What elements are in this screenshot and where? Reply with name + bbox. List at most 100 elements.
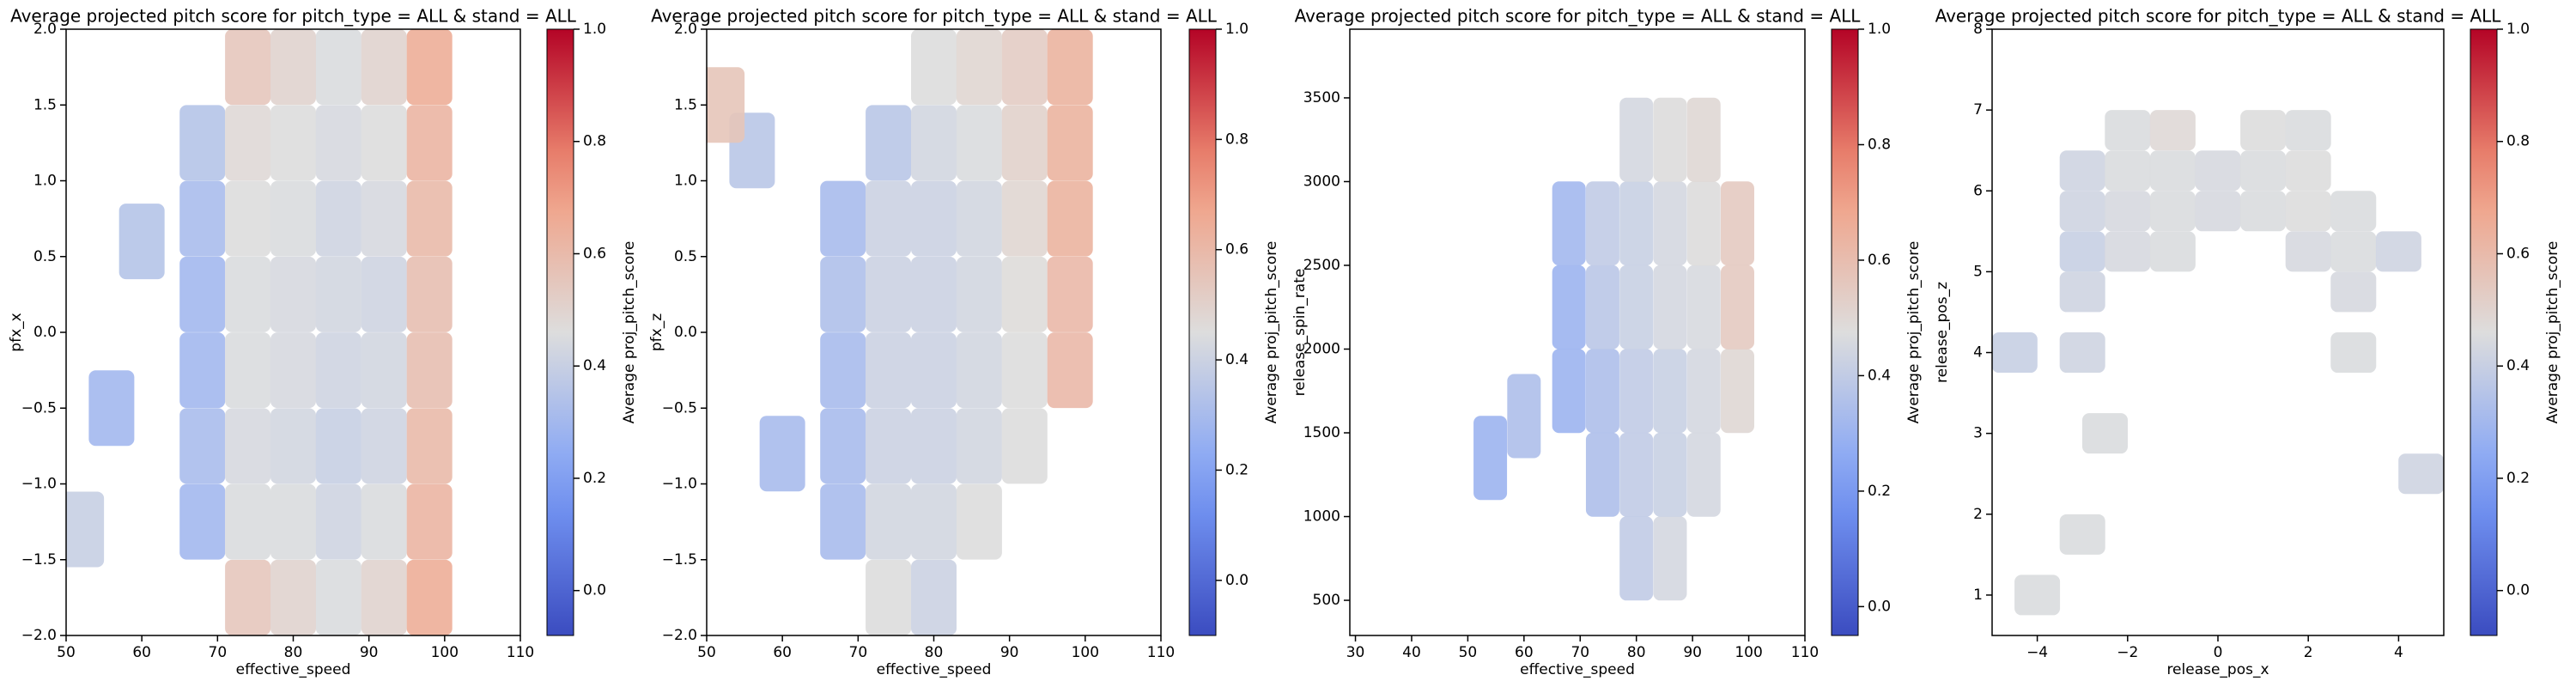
- hex-cell: [179, 256, 226, 332]
- hex-cell: [2105, 110, 2151, 151]
- x-axis-label: effective_speed: [1520, 661, 1635, 678]
- hex-cell: [2330, 332, 2377, 374]
- hex-cell: [179, 332, 226, 409]
- hex-cell: [2285, 110, 2331, 151]
- hex-cell: [2149, 150, 2196, 192]
- y-tick-label: 1.0: [33, 173, 57, 190]
- colorbar-tick-label: 0.2: [583, 470, 606, 487]
- y-tick-label: 3: [1973, 425, 1983, 442]
- hex-cell: [1686, 432, 1721, 517]
- hex-cell: [820, 332, 866, 409]
- y-axis-label: pfx_z: [648, 313, 665, 351]
- hex-cell: [315, 105, 361, 181]
- y-axis-label: release_spin_rate: [1291, 269, 1309, 397]
- hex-cell: [1992, 332, 2038, 374]
- hex-cell: [1720, 349, 1754, 434]
- y-tick-label: −2.0: [21, 627, 57, 644]
- hex-cell: [225, 180, 271, 257]
- hex-cell: [866, 332, 912, 409]
- y-tick-label: −2.0: [662, 627, 697, 644]
- hex-cell: [2059, 332, 2105, 374]
- hex-cell: [911, 180, 957, 257]
- hex-cell: [1720, 264, 1754, 350]
- x-tick-label: 100: [431, 644, 459, 661]
- hex-cell: [759, 416, 805, 492]
- hex-cell: [866, 180, 912, 257]
- hex-cell: [1619, 264, 1654, 350]
- colorbar-tick-label: 1.0: [1868, 21, 1891, 38]
- axes-frame: [1349, 28, 1806, 636]
- y-tick-label: 2: [1973, 506, 1983, 523]
- hex-cell: [225, 29, 271, 106]
- x-tick-label: 60: [132, 644, 151, 661]
- colorbar-tick-label: 0.8: [1868, 136, 1891, 153]
- hex-cell: [1047, 332, 1093, 409]
- hex-cell: [1047, 105, 1093, 181]
- hex-cell: [2285, 150, 2331, 192]
- hex-cell: [406, 408, 453, 484]
- hex-cell: [361, 180, 407, 257]
- colorbar-label: Average proj_pitch_score: [621, 241, 638, 424]
- colorbar-tick-label: 0.4: [1225, 351, 1249, 368]
- hex-cell: [1585, 432, 1619, 517]
- colorbar-tick-label: 0.2: [2506, 470, 2530, 487]
- hex-cell: [2375, 231, 2421, 272]
- hex-cell: [406, 256, 453, 332]
- hex-cell: [270, 105, 316, 181]
- hex-cell: [2105, 191, 2151, 232]
- colorbar: [1831, 28, 1859, 636]
- hex-cell: [225, 105, 271, 181]
- y-tick-label: 3500: [1303, 89, 1340, 106]
- y-tick-label: −0.5: [21, 399, 57, 416]
- hex-cell: [179, 105, 226, 181]
- hex-cell: [361, 256, 407, 332]
- hex-cell: [179, 408, 226, 484]
- colorbar-label: Average proj_pitch_score: [1905, 241, 1923, 424]
- hex-cell: [1585, 349, 1619, 434]
- hex-cell: [911, 559, 957, 635]
- y-tick-label: 2500: [1303, 257, 1340, 274]
- hex-cell: [1720, 181, 1754, 266]
- y-tick-label: 2000: [1303, 341, 1340, 358]
- hex-cell: [1653, 97, 1687, 182]
- y-tick-label: 1: [1973, 587, 1983, 604]
- hex-cell: [2014, 575, 2061, 616]
- x-tick-label: 30: [1346, 644, 1365, 661]
- hex-cell: [911, 29, 957, 106]
- colorbar-tick-label: 0.8: [583, 133, 606, 150]
- plot-area: [66, 29, 453, 635]
- hex-cell: [88, 370, 135, 447]
- hex-cell: [1619, 516, 1654, 601]
- x-tick-label: 70: [849, 644, 868, 661]
- y-tick-label: 0.5: [33, 248, 57, 265]
- hex-cell: [2330, 231, 2377, 272]
- hex-cell: [406, 483, 453, 560]
- hex-cell: [866, 105, 912, 181]
- hex-cell: [270, 408, 316, 484]
- hex-cell: [1686, 181, 1721, 266]
- hex-cell: [956, 180, 1002, 257]
- plot-area: [1992, 110, 2444, 616]
- hex-cell: [2285, 231, 2331, 272]
- colorbar-label: Average proj_pitch_score: [2544, 241, 2561, 424]
- x-tick-label: 4: [2394, 644, 2403, 661]
- hex-cell: [1001, 332, 1048, 409]
- x-tick-label: 50: [1459, 644, 1478, 661]
- hex-cell: [406, 105, 453, 181]
- hex-cell: [1001, 105, 1048, 181]
- hex-cell: [2330, 271, 2377, 313]
- hex-cell: [225, 483, 271, 560]
- hex-cell: [820, 180, 866, 257]
- colorbar-tick-label: 0.0: [1868, 598, 1891, 615]
- y-axis-label: release_pos_z: [1934, 282, 1951, 383]
- y-tick-label: 2.0: [674, 21, 697, 38]
- hex-cell: [911, 256, 957, 332]
- hex-cell: [2195, 191, 2241, 232]
- x-tick-label: 2: [2304, 644, 2313, 661]
- hex-cell: [1619, 97, 1654, 182]
- hex-cell: [866, 483, 912, 560]
- colorbar-tick-label: 0.0: [583, 582, 606, 599]
- hex-cell: [2149, 231, 2196, 272]
- x-tick-label: 40: [1402, 644, 1421, 661]
- y-tick-label: 5: [1973, 263, 1983, 280]
